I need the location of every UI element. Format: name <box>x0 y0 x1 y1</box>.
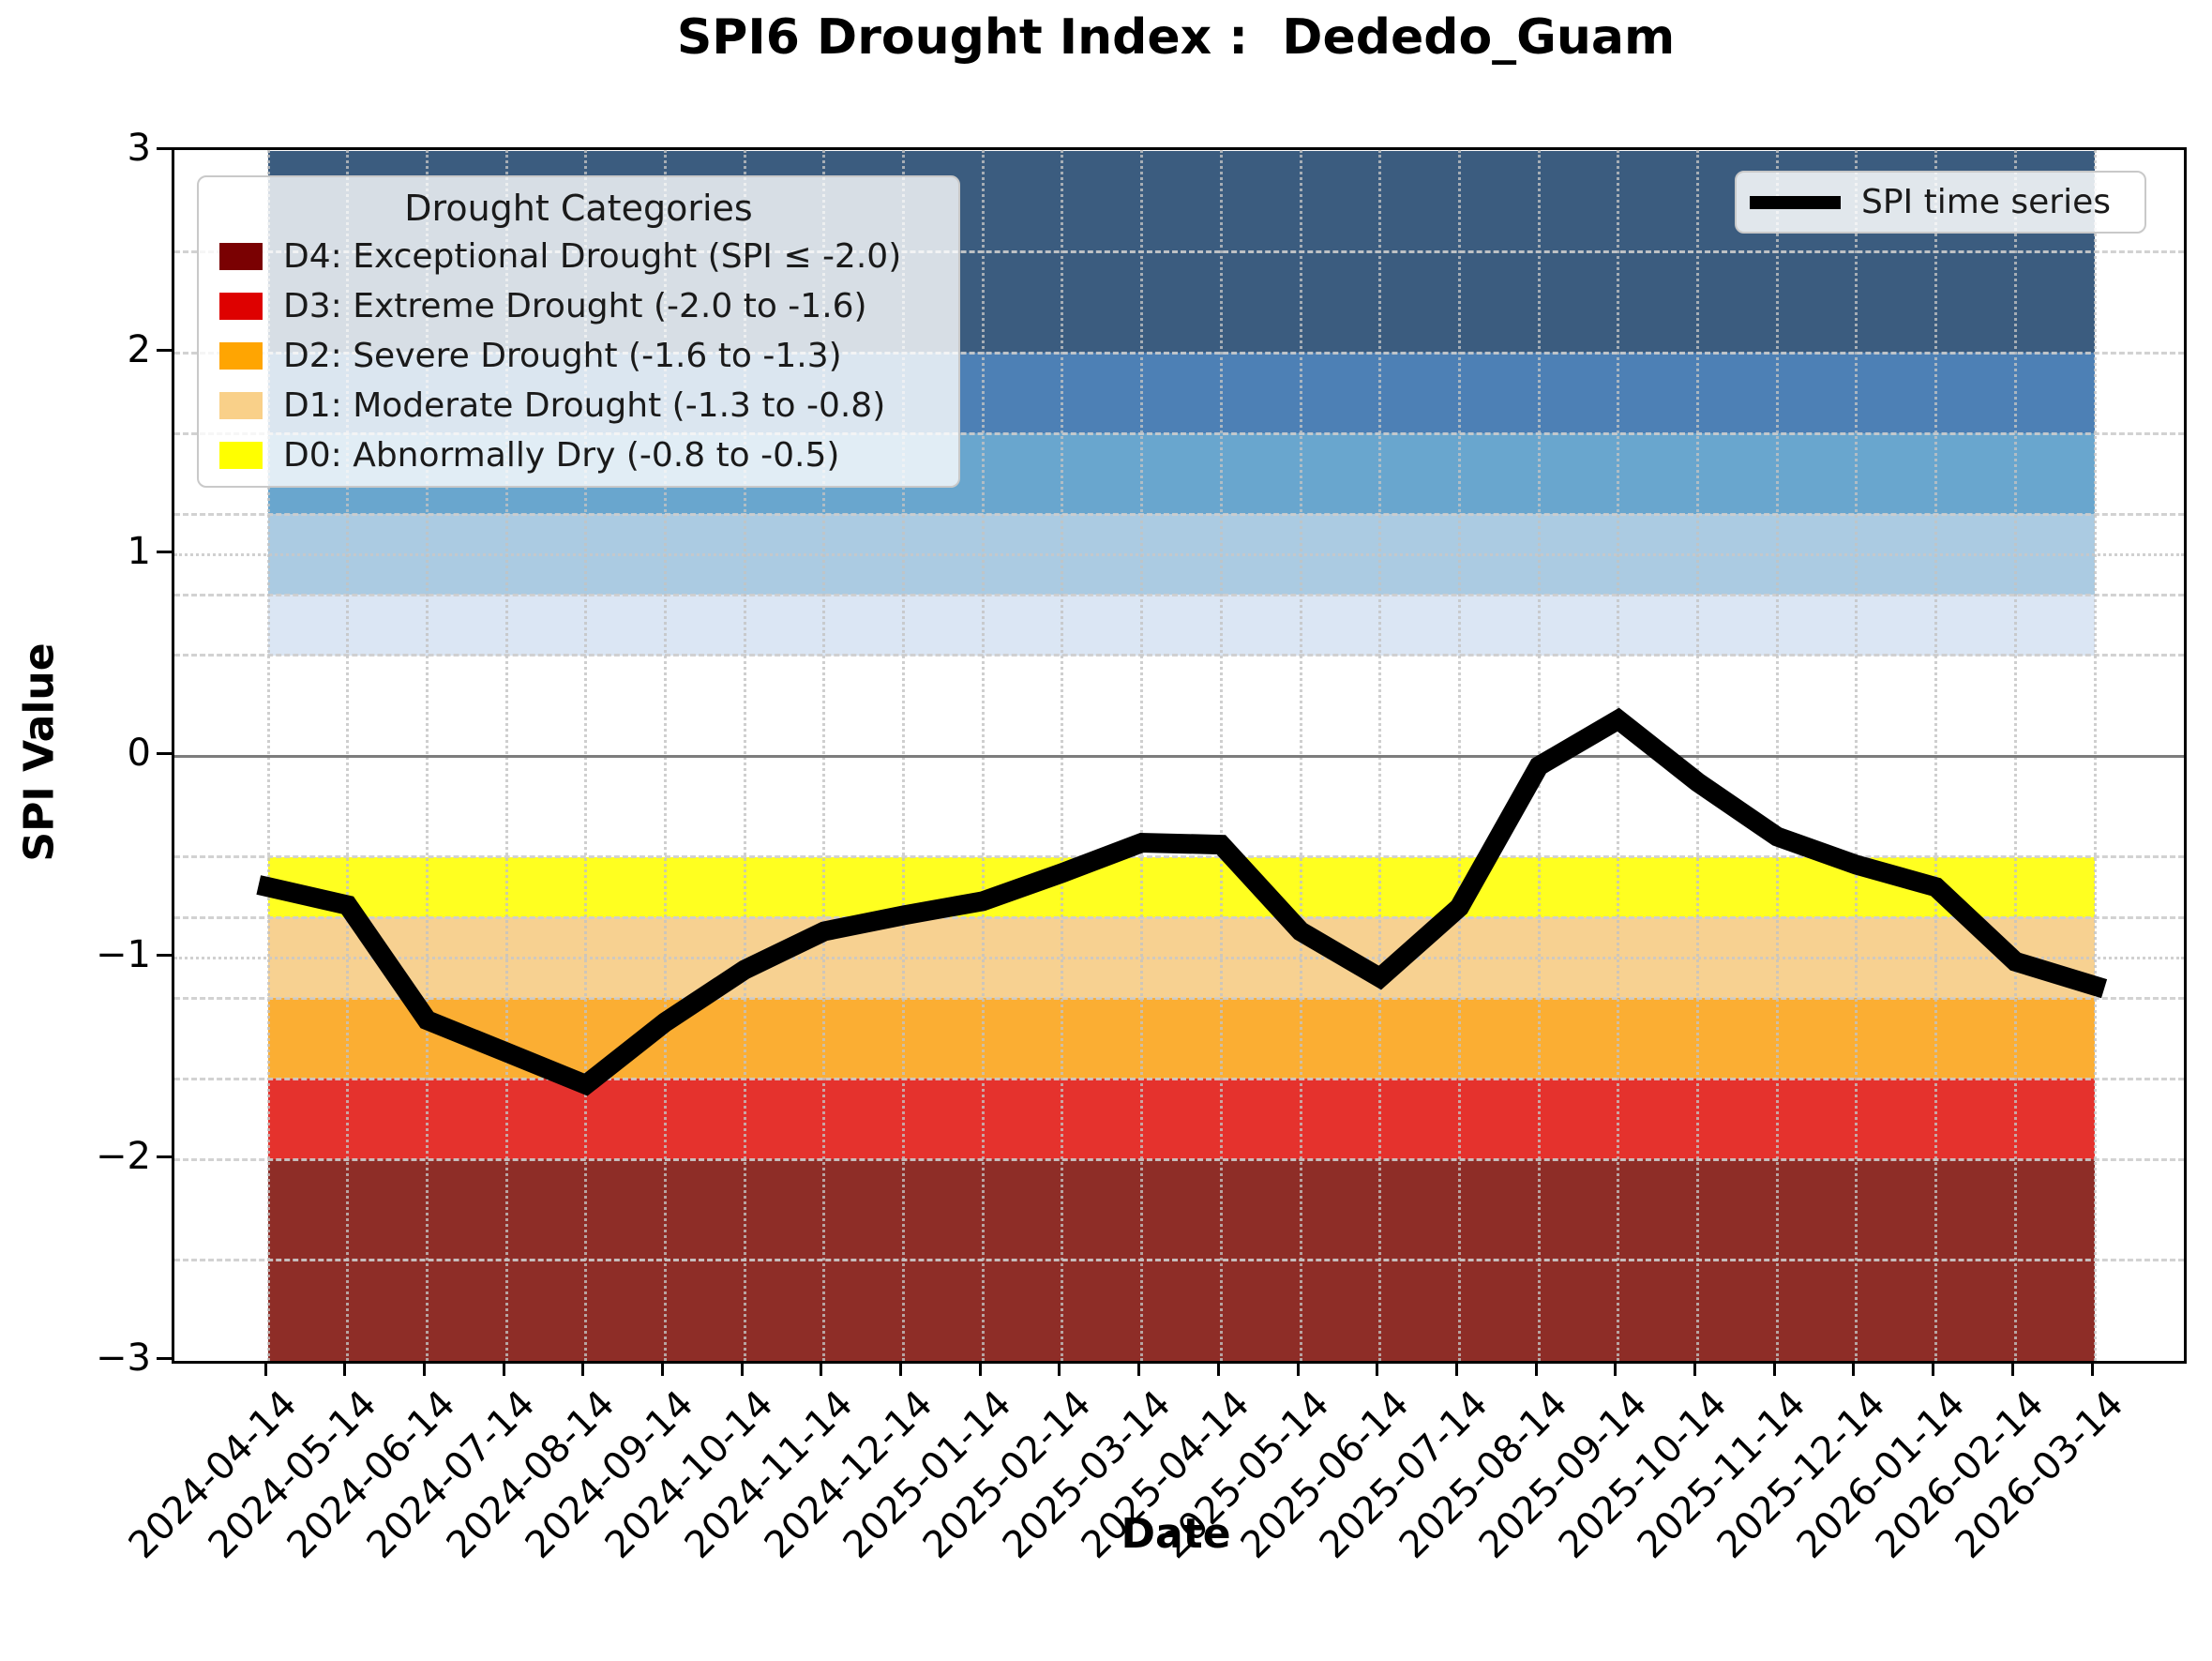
legend-item: D0: Abnormally Dry (-0.8 to -0.5) <box>199 430 958 480</box>
gridline-h <box>174 654 2184 657</box>
x-tick-mark <box>1852 1361 1856 1376</box>
gridline-h <box>174 512 2184 516</box>
gridline-h-minor <box>174 552 2184 556</box>
legend-color-swatch <box>219 442 263 469</box>
x-tick-mark <box>1693 1361 1697 1376</box>
d3-band <box>268 1079 2095 1159</box>
y-tick-mark <box>157 550 172 553</box>
legend-color-swatch <box>219 342 263 370</box>
legend-items: D4: Exceptional Drought (SPI ≤ -2.0) D3: … <box>199 232 958 480</box>
legend-color-swatch <box>219 293 263 320</box>
y-tick-mark <box>157 1356 172 1360</box>
legend-color-swatch <box>219 392 263 419</box>
legend-item-label: D4: Exceptional Drought (SPI ≤ -2.0) <box>283 237 902 276</box>
x-tick-mark <box>740 1361 744 1376</box>
legend-item: D4: Exceptional Drought (SPI ≤ -2.0) <box>199 232 958 281</box>
gridline-h <box>174 1259 2184 1261</box>
d2-band <box>268 998 2095 1079</box>
gridline-h <box>174 1157 2184 1161</box>
y-tick-mark <box>157 751 172 755</box>
x-tick-mark <box>2010 1361 2014 1376</box>
x-tick-mark <box>2090 1361 2094 1376</box>
gridline-h <box>174 431 2184 435</box>
legend-item-label: D0: Abnormally Dry (-0.8 to -0.5) <box>283 436 840 475</box>
legend-item: D3: Extreme Drought (-2.0 to -1.6) <box>199 281 958 331</box>
wet-band-0.5-0.8 <box>268 595 2095 656</box>
x-tick-mark <box>1376 1361 1379 1376</box>
plot-area: Drought Categories D4: Exceptional Droug… <box>172 147 2187 1364</box>
y-tick-mark <box>157 348 172 352</box>
legend-item-label: D1: Moderate Drought (-1.3 to -0.8) <box>283 386 886 425</box>
chart-title: SPI6 Drought Index : Dededo_Guam <box>676 9 1676 66</box>
y-tick-mark <box>157 953 172 957</box>
x-tick-mark <box>1454 1361 1458 1376</box>
line-legend-label: SPI time series <box>1861 183 2112 221</box>
legend-color-swatch <box>219 243 263 270</box>
legend-item-label: D3: Extreme Drought (-2.0 to -1.6) <box>283 287 867 325</box>
x-tick-mark <box>978 1361 982 1376</box>
y-tick-label: 0 <box>127 732 151 775</box>
legend-item-label: D2: Severe Drought (-1.6 to -1.3) <box>283 337 842 375</box>
legend-title: Drought Categories <box>404 188 753 229</box>
x-tick-mark <box>502 1361 505 1376</box>
gridline-h <box>174 250 2184 253</box>
x-tick-mark <box>1296 1361 1300 1376</box>
spi-line-legend: SPI time series <box>1735 171 2146 234</box>
x-tick-mark <box>1216 1361 1220 1376</box>
x-tick-mark <box>1772 1361 1776 1376</box>
gridline-h <box>174 351 2184 355</box>
gridline-h <box>174 915 2184 919</box>
x-tick-mark <box>899 1361 903 1376</box>
y-tick-label: −1 <box>96 933 151 976</box>
x-tick-mark <box>343 1361 347 1376</box>
y-tick-label: −2 <box>96 1135 151 1178</box>
gridline-h <box>174 593 2184 596</box>
x-tick-mark <box>1932 1361 1935 1376</box>
gridline-h <box>174 855 2184 858</box>
zero-line <box>174 754 2184 758</box>
legend-item: D1: Moderate Drought (-1.3 to -0.8) <box>199 381 958 430</box>
spi-time-series-line <box>256 707 2108 1096</box>
y-tick-label: 3 <box>127 127 151 170</box>
drought-categories-legend: Drought Categories D4: Exceptional Droug… <box>197 175 960 488</box>
x-tick-mark <box>1534 1361 1538 1376</box>
x-axis-label: Date <box>1121 1510 1231 1558</box>
y-tick-mark <box>157 1155 172 1158</box>
x-tick-mark <box>1137 1361 1141 1376</box>
x-tick-mark <box>263 1361 267 1376</box>
y-tick-label: −3 <box>96 1336 151 1380</box>
d0-band <box>268 856 2095 917</box>
line-legend-swatch <box>1750 195 1841 209</box>
legend-item: D2: Severe Drought (-1.6 to -1.3) <box>199 331 958 381</box>
gridline-h <box>174 996 2184 1000</box>
x-tick-mark <box>660 1361 664 1376</box>
gridline-h-minor <box>174 956 2184 959</box>
y-tick-mark <box>157 146 172 150</box>
x-tick-mark <box>1614 1361 1618 1376</box>
y-tick-label: 2 <box>127 328 151 371</box>
y-tick-label: 1 <box>127 530 151 573</box>
x-tick-mark <box>820 1361 823 1376</box>
x-tick-mark <box>581 1361 585 1376</box>
x-tick-mark <box>422 1361 426 1376</box>
gridline-h <box>174 1077 2184 1080</box>
x-tick-mark <box>1058 1361 1061 1376</box>
